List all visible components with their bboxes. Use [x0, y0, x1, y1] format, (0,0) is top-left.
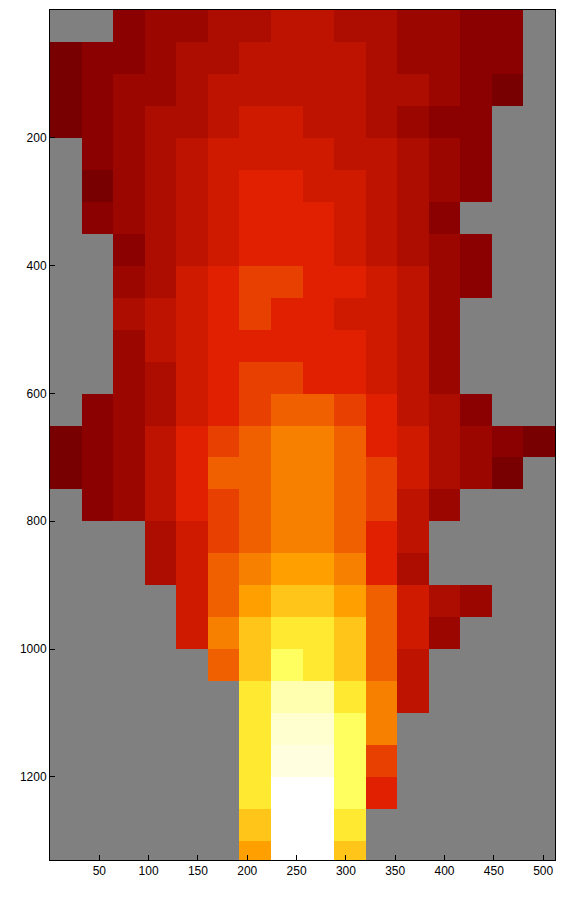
svg-text:1200: 1200: [20, 770, 47, 784]
svg-text:500: 500: [533, 864, 553, 878]
svg-text:150: 150: [188, 864, 208, 878]
svg-text:300: 300: [336, 864, 356, 878]
svg-text:100: 100: [139, 864, 159, 878]
svg-text:200: 200: [27, 131, 47, 145]
svg-text:250: 250: [287, 864, 307, 878]
svg-text:400: 400: [27, 259, 47, 273]
svg-text:600: 600: [27, 387, 47, 401]
svg-text:450: 450: [484, 864, 504, 878]
svg-text:200: 200: [237, 864, 257, 878]
svg-text:800: 800: [27, 514, 47, 528]
svg-text:400: 400: [435, 864, 455, 878]
svg-text:50: 50: [93, 864, 107, 878]
svg-text:350: 350: [385, 864, 405, 878]
svg-text:1000: 1000: [20, 642, 47, 656]
